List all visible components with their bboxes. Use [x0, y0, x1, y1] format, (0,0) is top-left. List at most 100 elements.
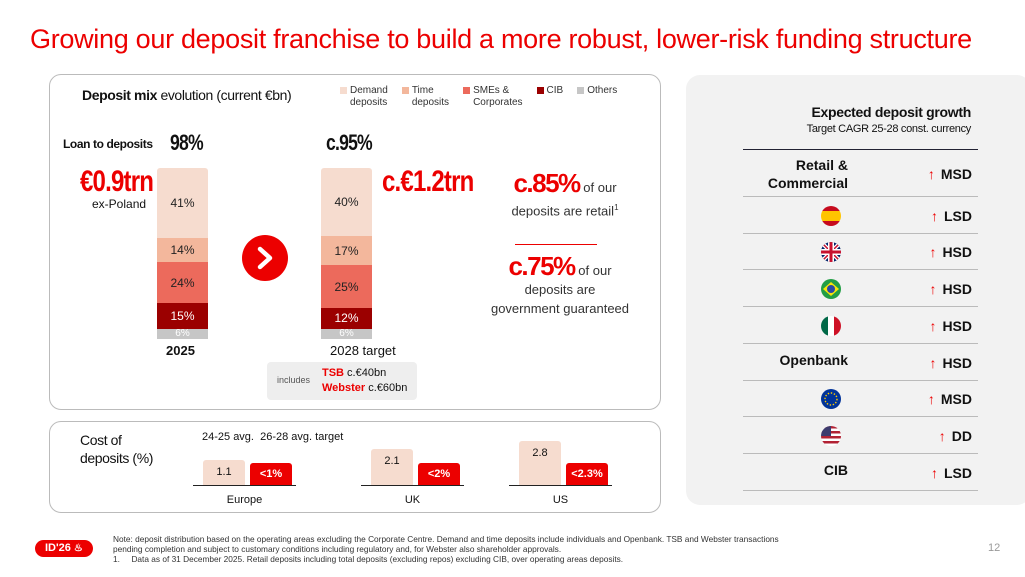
- uk-flag-icon: [821, 242, 841, 262]
- cost-group-europe: 1.1 <1%: [193, 444, 296, 486]
- page-title: Growing our deposit franchise to build a…: [30, 24, 972, 54]
- x-label-2025: 2025: [166, 343, 195, 358]
- bar-segment-cib: 15%: [157, 303, 208, 329]
- row-label: Openbank: [779, 351, 848, 368]
- cost-title: Cost of deposits (%): [80, 432, 154, 466]
- growth-row: Retail & Commercial ↑ MSD: [743, 150, 978, 197]
- cost-legend: 24-25 avg. 26-28 avg. target: [202, 431, 344, 443]
- bar-24-25-avg: 1.1: [203, 459, 245, 485]
- bar-segment-smes-corporates: 24%: [157, 262, 208, 304]
- growth-value: ↑ HSD: [929, 244, 972, 260]
- bar-24-25-avg: 2.1: [371, 448, 413, 485]
- bar-26-28-target: <2%: [418, 463, 460, 485]
- x-label: Europe: [226, 494, 263, 506]
- bar-segment-smes-corporates: 25%: [321, 265, 372, 309]
- bar-segment-cib: 12%: [321, 308, 372, 329]
- spain-flag-icon: [821, 205, 841, 226]
- bar-26-28-target: <2.3%: [566, 463, 608, 485]
- legend-swatch: [340, 87, 347, 94]
- x-label-2028: 2028 target: [330, 343, 396, 358]
- bar-24-25-avg: 2.8: [519, 441, 561, 485]
- chevron-right-icon: [242, 235, 288, 281]
- growth-value: ↑ LSD: [931, 207, 972, 224]
- arrow-up-icon: ↑: [929, 244, 937, 260]
- x-label: UK: [404, 494, 421, 506]
- legend-item: CIB: [536, 85, 563, 109]
- growth-row: Openbank ↑ HSD: [743, 344, 978, 381]
- row-label: Retail & Commercial: [767, 157, 848, 191]
- stacked-bar-2025: 41% 14% 24% 15% 6%: [157, 168, 208, 339]
- arrow-up-icon: ↑: [929, 317, 937, 334]
- includes-box: includes TSB c.€40bn Webster c.€60bn: [267, 362, 417, 400]
- divider: [515, 244, 597, 245]
- legend-swatch: [536, 87, 544, 94]
- ltd-2025: 98%: [170, 130, 204, 155]
- legend-swatch: [401, 87, 409, 94]
- legend-item: Demand deposits: [340, 85, 388, 109]
- bar-segment-time-deposits: 14%: [157, 238, 208, 263]
- page-number: 12: [988, 542, 1001, 554]
- growth-row: ↑ HSD: [743, 234, 978, 270]
- retail-stat: c.85% of our deposits are retail1: [511, 168, 619, 219]
- includes-label: includes: [277, 375, 311, 385]
- include-webster: Webster c.€60bn: [322, 382, 408, 394]
- stacked-bar-2028: 40% 17% 25% 12% 6%: [321, 168, 372, 339]
- arrow-up-icon: ↑: [931, 464, 938, 481]
- cost-group-us: 2.8 <2.3%: [509, 441, 612, 486]
- arrow-up-icon: ↑: [927, 165, 935, 182]
- arrow-up-icon: ↑: [929, 280, 937, 297]
- x-label: US: [552, 494, 569, 506]
- growth-row: ↑ MSD: [743, 381, 978, 417]
- bar-segment-others: 6%: [157, 328, 208, 339]
- arrow-up-icon: ↑: [927, 391, 935, 407]
- mix-legend: Demand deposits Time deposits SMEs & Corporat…: [340, 85, 617, 109]
- bar-segment-others: 6%: [321, 328, 372, 339]
- growth-subtitle: Target CAGR 25-28 const. currency: [806, 123, 972, 135]
- cost-group-uk: 2.1 <2%: [361, 444, 464, 486]
- total-2025: €0.9trn: [80, 165, 154, 198]
- row-label: CIB: [823, 461, 848, 478]
- deposit-mix-panel: Deposit mix evolution (current €bn) Dema…: [49, 74, 661, 410]
- us-flag-icon: [821, 425, 841, 446]
- footnote: Note: deposit distribution based on the …: [113, 534, 779, 564]
- total-2028: c.€1.2trn: [382, 165, 474, 198]
- brazil-flag-icon: [821, 278, 841, 299]
- growth-row: CIB ↑ LSD: [743, 454, 978, 491]
- id26-logo: ID'26 ♨: [35, 540, 93, 557]
- cost-of-deposits-panel: Cost of deposits (%) 24-25 avg. 26-28 avg…: [49, 421, 661, 513]
- mexico-flag-icon: [821, 315, 841, 336]
- growth-value: ↑ HSD: [929, 317, 972, 334]
- legend-item: Time deposits: [401, 85, 449, 109]
- bar-26-28-target: <1%: [250, 463, 292, 485]
- expected-growth-panel: Expected deposit growth Target CAGR 25-2…: [686, 75, 1025, 505]
- growth-row: ↑ LSD: [743, 197, 978, 234]
- total-2025-note: ex-Poland: [92, 197, 147, 211]
- growth-row: ↑ HSD: [743, 307, 978, 344]
- arrow-up-icon: ↑: [929, 354, 937, 371]
- eu-flag-icon: [821, 389, 841, 409]
- include-tsb: TSB c.€40bn: [322, 367, 387, 379]
- header-rule: [743, 149, 978, 150]
- guaranteed-stat: c.75% of our deposits are government gua…: [490, 251, 630, 316]
- arrow-up-icon: ↑: [931, 207, 938, 224]
- legend-item: SMEs & Corporates: [463, 85, 523, 109]
- growth-value: ↑ HSD: [929, 354, 972, 371]
- growth-value: ↑ LSD: [931, 464, 972, 481]
- growth-row: ↑ HSD: [743, 270, 978, 307]
- growth-title: Expected deposit growth: [811, 104, 971, 120]
- growth-value: ↑ MSD: [927, 165, 972, 182]
- growth-value: ↑ HSD: [929, 280, 972, 297]
- ltd-2028: c.95%: [326, 130, 373, 155]
- growth-row: ↑ DD: [743, 417, 978, 454]
- legend-swatch: [577, 87, 585, 94]
- legend-item: Others: [577, 85, 617, 109]
- bar-segment-time-deposits: 17%: [321, 236, 372, 266]
- ltd-label: Loan to deposits: [63, 137, 153, 151]
- arrow-up-icon: ↑: [938, 427, 946, 444]
- bar-segment-demand-deposits: 40%: [321, 168, 372, 237]
- legend-swatch: [463, 87, 471, 94]
- growth-value: ↑ DD: [938, 427, 972, 444]
- bar-segment-demand-deposits: 41%: [157, 168, 208, 239]
- growth-value: ↑ MSD: [927, 391, 972, 407]
- mix-heading: Deposit mix evolution (current €bn): [82, 87, 292, 103]
